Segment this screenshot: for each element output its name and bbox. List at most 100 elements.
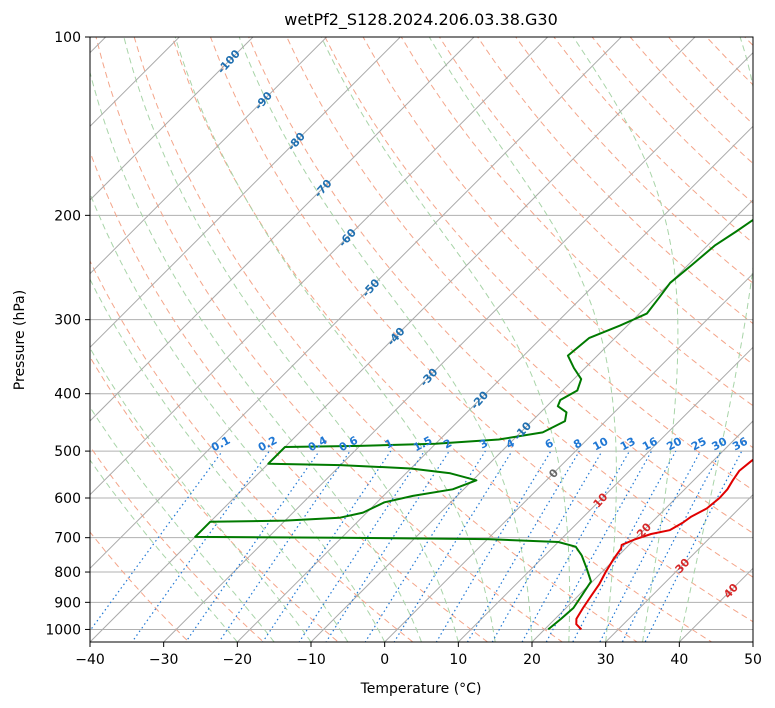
x-tick-label: 10 (449, 652, 467, 668)
mixing-ratio-line (435, 450, 552, 642)
mixing-ratio-label: 13 (618, 435, 638, 454)
isotherm (90, 37, 549, 496)
isotherm (604, 493, 753, 642)
y-tick-label: 600 (54, 491, 81, 507)
mixing-ratio-line (393, 450, 513, 642)
y-axis-label: Pressure (hPa) (12, 290, 28, 390)
y-tick-label: 700 (54, 531, 81, 547)
moist-adiabat (90, 459, 238, 642)
moist-adiabat (428, 37, 617, 642)
plot-frame (89, 36, 754, 643)
moist-adiabat (572, 37, 679, 642)
moist-adiabat (90, 192, 386, 642)
x-tick-label: −30 (149, 652, 179, 668)
y-tick-label: 300 (54, 313, 81, 329)
x-tick-label: 20 (523, 652, 541, 668)
isotherm (310, 199, 753, 642)
mixing-ratio-label: 10 (591, 435, 611, 454)
dry-adiabat (477, 37, 753, 325)
moist-adiabat (320, 37, 571, 642)
isotherm (752, 641, 753, 642)
mixing-ratio-line (262, 450, 392, 642)
isotherm (90, 37, 475, 422)
dry-adiabat (248, 37, 753, 578)
y-tick-label: 1000 (45, 622, 81, 638)
temperature-line (575, 458, 753, 631)
mixing-ratio-line (185, 450, 320, 642)
dry-adiabat (210, 37, 753, 623)
dry-adiabat (90, 356, 339, 642)
x-tick-label: 30 (597, 652, 615, 668)
isotherm (236, 125, 753, 642)
moist-adiabat (238, 37, 533, 642)
dry-adiabat (171, 37, 713, 642)
mixing-ratio-label: 6 (543, 436, 556, 451)
y-tick-label: 800 (54, 565, 81, 581)
dry-adiabat (438, 37, 753, 366)
moist-adiabat (90, 347, 312, 642)
y-tick-label: 900 (54, 595, 81, 611)
isotherm (162, 51, 753, 642)
moist-adiabat (174, 37, 496, 642)
x-tick-label: 50 (744, 652, 762, 668)
mixing-ratio-line (131, 450, 270, 642)
mixing-ratio-line (644, 450, 743, 642)
x-tick-label: −40 (75, 652, 105, 668)
mixing-ratio-line (491, 450, 603, 642)
mixing-ratio-label: 30 (710, 435, 730, 454)
isotherm (90, 37, 623, 570)
dry-adiabat (133, 37, 638, 642)
y-tick-label: 400 (54, 387, 81, 403)
dry-adiabat (400, 37, 753, 407)
x-tick-label: 0 (380, 652, 389, 668)
x-axis-label: Temperature (°C) (360, 681, 482, 697)
mixing-ratio-line (599, 450, 702, 642)
mixing-ratio-line (521, 450, 631, 642)
moist-adiabat (90, 278, 349, 642)
moist-adiabat (90, 406, 275, 642)
mixing-ratio-line (572, 450, 677, 642)
dry-adiabat (515, 37, 753, 284)
moist-adiabat (123, 37, 459, 642)
y-tick-label: 100 (54, 30, 81, 46)
dry-adiabat (553, 37, 753, 244)
isotherm (90, 37, 181, 128)
mixing-ratio-label: 20 (664, 435, 684, 454)
mixing-ratio-label: 2 (441, 436, 454, 451)
mixing-ratio-line (298, 450, 425, 642)
y-tick-label: 500 (54, 444, 81, 460)
dry-adiabat (90, 150, 489, 642)
isotherm (383, 272, 753, 642)
mixing-ratio-line (218, 450, 351, 642)
moist-adiabat (90, 70, 422, 642)
line-labels: 0.1 0.2 0.4 0.6 1 1.5 2 3 4 6 8 10 13 16 20 25 30 36-100-… (209, 47, 750, 601)
chart-title: wetPf2_S128.2024.206.03.38.G30 (284, 10, 558, 30)
isotherm (457, 346, 753, 642)
dry-adiabat (286, 37, 753, 534)
background-grid (90, 37, 753, 642)
mixing-ratio-line (545, 450, 653, 642)
x-tick-label: −10 (296, 652, 326, 668)
mixing-ratio-label: 36 (730, 435, 750, 454)
dry-adiabat (324, 37, 753, 491)
series-layer (194, 218, 753, 631)
mixing-ratio-line (621, 450, 722, 642)
dry-adiabat (362, 37, 753, 449)
isotherm (90, 37, 254, 201)
dry-adiabat (90, 259, 414, 642)
mixing-ratio-label: 16 (640, 435, 660, 454)
dewpoint-line (194, 218, 753, 631)
axis-ticks: −40 −30 −20 −10 0 10 20 30 40 50 1000 900 800 700 600 5… (45, 30, 762, 668)
mixing-ratio-line (325, 450, 450, 642)
x-tick-label: 40 (670, 652, 688, 668)
mixing-ratio-line (90, 450, 223, 632)
dry-adiabat (95, 37, 564, 642)
isotherm (90, 37, 696, 642)
x-tick-label: −20 (223, 652, 253, 668)
mixing-ratio-line (466, 450, 580, 642)
y-tick-label: 200 (54, 208, 81, 224)
dry-adiabat (90, 445, 265, 642)
isotherm (90, 37, 328, 275)
isotherm (90, 37, 402, 349)
